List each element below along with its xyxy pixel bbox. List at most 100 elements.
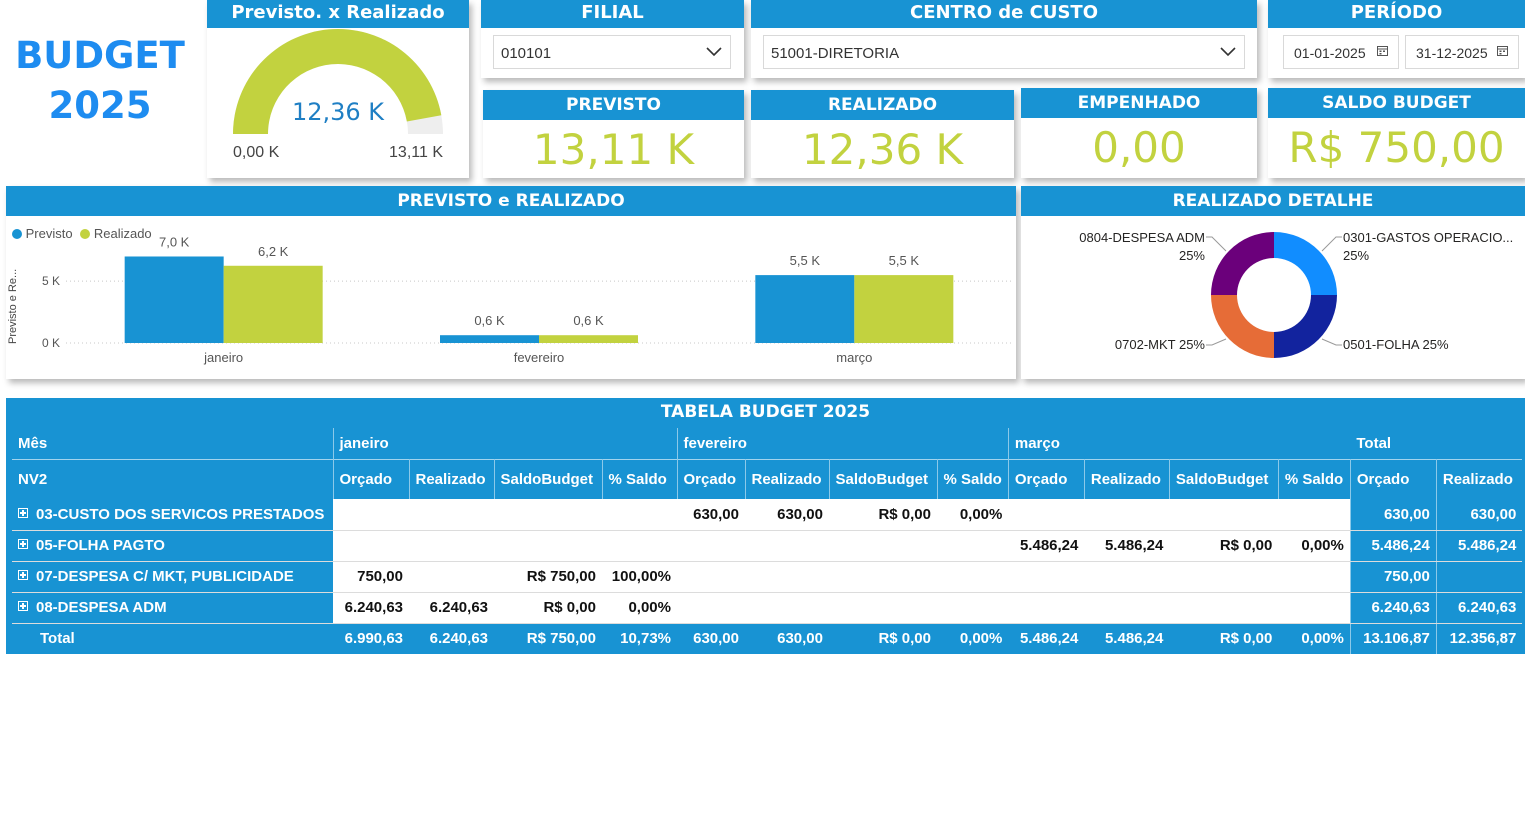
donut-leader-line	[1321, 236, 1342, 252]
x-tick-label: fevereiro	[514, 350, 565, 365]
gauge-card: Previsto. x Realizado 12,36 K 0,00 K 13,…	[207, 0, 469, 178]
table-cell	[602, 530, 677, 562]
kpi-previsto-label: PREVISTO	[483, 90, 744, 120]
bar-previsto-0[interactable]	[124, 256, 224, 343]
periodo-label: PERÍODO	[1268, 0, 1525, 28]
table-cell: 630,00	[677, 499, 745, 531]
header-col[interactable]: % Saldo	[602, 459, 678, 499]
table-cell: 0,00%	[937, 623, 1009, 654]
table-cell: 6.240,63	[409, 592, 494, 624]
table-cell: R$ 750,00	[494, 623, 602, 654]
gauge-title: Previsto. x Realizado	[207, 0, 469, 28]
table-row[interactable]: 03-CUSTO DOS SERVICOS PRESTADOS 630,00 630…	[12, 499, 1523, 531]
table-cell	[937, 561, 1009, 593]
donut-slice-2[interactable]	[1211, 295, 1274, 358]
table-cell	[1084, 592, 1170, 624]
header-col[interactable]: SaldoBudget	[829, 459, 938, 499]
header-col[interactable]: Orçado	[677, 459, 746, 499]
chevron-down-icon	[1220, 47, 1236, 57]
table-cell: 10,73%	[602, 623, 677, 654]
table-cell	[677, 592, 745, 624]
table-cell: 750,00	[333, 561, 409, 593]
row-label-text: Total	[40, 630, 75, 648]
expand-icon[interactable]	[18, 507, 28, 518]
table-row[interactable]: 07-DESPESA C/ MKT, PUBLICIDADE 750,00 R$ 7…	[12, 561, 1523, 593]
bar-realizado-2[interactable]	[854, 275, 954, 343]
table-cell: R$ 0,00	[1169, 623, 1279, 654]
donut-slice-3[interactable]	[1211, 232, 1274, 295]
centro-custo-dropdown[interactable]: 51001-DIRETORIA	[763, 35, 1245, 69]
header-col[interactable]: SaldoBudget	[1169, 459, 1279, 499]
bar-previsto-1[interactable]	[440, 335, 539, 343]
table-row[interactable]: 05-FOLHA PAGTO 5.486,24 5.486,24 R$ 0,00 0,0…	[12, 530, 1523, 562]
y-tick-label: 5 K	[42, 274, 60, 288]
table-header-columns: NV2 Orçado Realizado SaldoBudget % Saldo…	[12, 459, 1523, 499]
header-col[interactable]: Realizado	[745, 459, 830, 499]
kpi-previsto-card: PREVISTO 13,11 K	[483, 90, 744, 178]
table-cell	[1084, 499, 1170, 531]
periodo-start-value: 01-01-2025	[1294, 45, 1366, 61]
kpi-realizado-label: REALIZADO	[751, 90, 1014, 120]
table-cell: 5.486,24	[1084, 623, 1170, 654]
row-label: 08-DESPESA ADM	[12, 592, 333, 624]
header-col[interactable]: Orçado	[1350, 459, 1437, 499]
row-label: 03-CUSTO DOS SERVICOS PRESTADOS	[12, 499, 333, 531]
header-col[interactable]: Realizado	[409, 459, 495, 499]
expand-icon[interactable]	[18, 570, 28, 580]
table-cell: 5.486,24	[1008, 623, 1085, 654]
header-col[interactable]: SaldoBudget	[494, 459, 603, 499]
table-cell: 5.486,24	[1435, 530, 1523, 562]
table-cell	[1169, 499, 1279, 531]
donut-slice-1[interactable]	[1274, 295, 1337, 358]
header-nv2[interactable]: NV2	[12, 459, 334, 499]
calendar-icon[interactable]	[1377, 45, 1388, 56]
table-row[interactable]: 08-DESPESA ADM 6.240,63 6.240,63 R$ 0,00 0,0…	[12, 592, 1523, 624]
kpi-saldo-label: SALDO BUDGET	[1268, 88, 1525, 118]
table-cell: 630,00	[677, 623, 745, 654]
table-cell: 630,00	[745, 499, 829, 531]
total-row-label: Total	[12, 623, 333, 654]
centro-custo-value: 51001-DIRETORIA	[771, 45, 900, 62]
expand-icon[interactable]	[18, 539, 28, 549]
bar-realizado-0[interactable]	[223, 265, 323, 343]
legend-realizado-swatch	[80, 229, 91, 239]
header-col[interactable]: Realizado	[1084, 459, 1170, 499]
table-cell: 0,00%	[602, 592, 677, 624]
periodo-slicer: PERÍODO 01-01-2025 31-12-2025	[1268, 0, 1525, 78]
table-cell	[829, 592, 937, 624]
periodo-start-input[interactable]: 01-01-2025	[1283, 35, 1399, 69]
header-col[interactable]: % Saldo	[937, 459, 1009, 499]
table-cell	[1278, 561, 1351, 593]
bar-realizado-1[interactable]	[539, 335, 638, 343]
table-cell	[677, 530, 745, 562]
legend-realizado: Realizado	[93, 226, 152, 241]
data-label: 5,5 K	[889, 253, 920, 268]
donut-leader-line	[1206, 338, 1227, 346]
header-col[interactable]: Orçado	[333, 459, 410, 499]
table-total-row[interactable]: Total 6.990,63 6.240,63 R$ 750,00 10,73% 630,…	[12, 623, 1523, 654]
chart-legend: Previsto Realizado	[12, 226, 152, 241]
donut-chart	[1206, 232, 1342, 358]
table-cell: 5.486,24	[1008, 530, 1085, 562]
donut-leader-line	[1321, 338, 1342, 346]
kpi-realizado-value: 12,36 K	[801, 125, 964, 174]
table-cell	[494, 530, 602, 562]
donut-slice-0[interactable]	[1274, 232, 1337, 295]
table-cell	[494, 499, 602, 531]
periodo-end-input[interactable]: 31-12-2025	[1405, 35, 1519, 69]
header-col[interactable]: Realizado	[1436, 459, 1523, 499]
table-cell	[409, 561, 494, 593]
table-cell	[937, 592, 1009, 624]
bar-previsto-2[interactable]	[755, 275, 855, 343]
gauge-max: 13,11 K	[389, 144, 443, 161]
header-total: Total	[1350, 428, 1523, 459]
calendar-icon[interactable]	[1497, 45, 1508, 56]
header-col[interactable]: % Saldo	[1278, 459, 1351, 499]
filial-dropdown[interactable]: 010101	[493, 35, 731, 69]
table-cell: 100,00%	[602, 561, 677, 593]
bar-chart-panel: PREVISTO e REALIZADO Previsto Realizado …	[6, 186, 1016, 379]
header-col[interactable]: Orçado	[1008, 459, 1085, 499]
table-cell: R$ 0,00	[1169, 530, 1279, 562]
table-cell	[1169, 592, 1279, 624]
expand-icon[interactable]	[18, 601, 28, 611]
